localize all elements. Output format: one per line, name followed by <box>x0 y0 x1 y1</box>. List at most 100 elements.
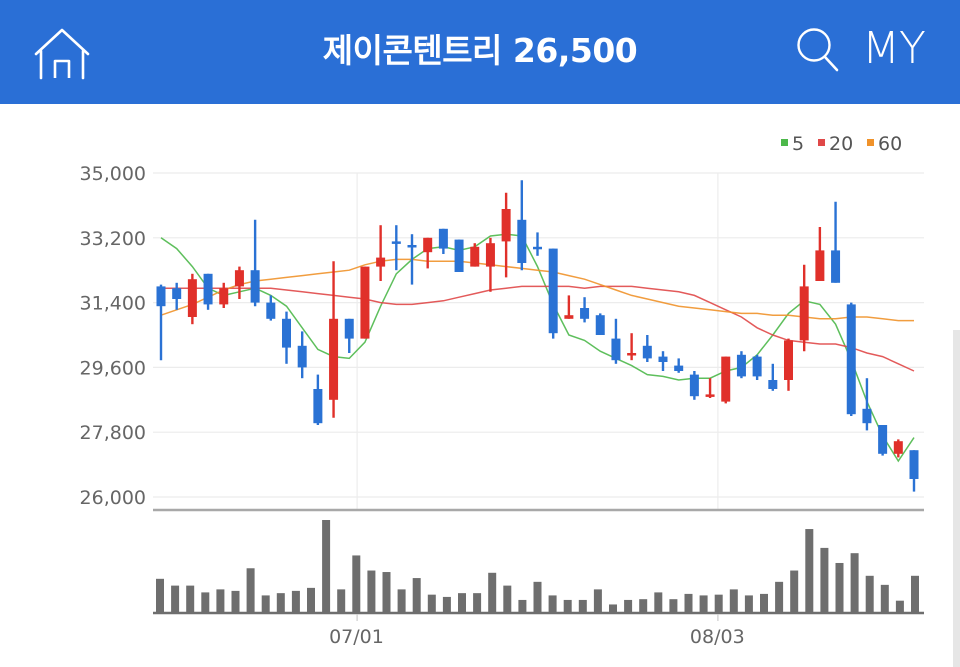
candle[interactable] <box>407 234 417 285</box>
volume-bar <box>563 599 572 612</box>
search-button[interactable] <box>794 26 842 74</box>
candle[interactable] <box>893 439 903 458</box>
candle[interactable] <box>736 351 746 379</box>
x-tick-label: 08/03 <box>690 626 745 648</box>
candle[interactable] <box>752 354 762 380</box>
volume-bar <box>518 599 527 612</box>
chart-legend: 5 20 60 <box>781 133 902 155</box>
candle[interactable] <box>329 261 339 418</box>
candle[interactable] <box>376 225 386 281</box>
legend-item-ma5[interactable]: 5 <box>781 133 804 155</box>
volume-bar <box>322 520 331 612</box>
volume-bar <box>442 596 451 612</box>
candle[interactable] <box>595 313 605 335</box>
candle[interactable] <box>187 273 197 325</box>
candle[interactable] <box>705 378 715 398</box>
x-tick-label: 07/01 <box>329 626 384 648</box>
candle[interactable] <box>266 295 276 321</box>
candle[interactable] <box>282 311 291 364</box>
candle[interactable] <box>627 333 637 361</box>
candle[interactable] <box>689 371 699 400</box>
volume-bar <box>307 587 315 612</box>
y-tick-label: 29,600 <box>80 357 146 379</box>
volume-bar <box>911 575 919 612</box>
candle[interactable] <box>470 243 480 267</box>
scrollbar[interactable] <box>953 330 960 667</box>
candle[interactable] <box>533 232 542 256</box>
candle[interactable] <box>721 356 731 404</box>
candle[interactable] <box>580 297 590 323</box>
legend-swatch <box>867 139 874 146</box>
volume-bar <box>412 578 421 612</box>
volume-bar <box>156 578 164 612</box>
candle[interactable] <box>234 266 244 299</box>
volume-bar <box>865 575 874 612</box>
volume-bar <box>684 593 693 612</box>
candle[interactable] <box>391 225 401 271</box>
volume-bar <box>775 581 784 612</box>
candle[interactable] <box>297 331 307 379</box>
candle[interactable] <box>485 237 495 292</box>
ma-line-60 <box>160 258 914 322</box>
candle[interactable] <box>454 239 464 272</box>
candle[interactable] <box>815 227 825 281</box>
candle[interactable] <box>768 363 778 391</box>
volume-bar <box>231 590 240 612</box>
volume-bar <box>880 584 889 612</box>
candle[interactable] <box>501 192 511 278</box>
candle[interactable] <box>642 335 652 362</box>
candle[interactable] <box>611 318 621 364</box>
candlestick-chart[interactable]: 5 20 60 35,000 33,200 31,400 29,600 27,800 26,00… <box>0 104 960 667</box>
y-tick-label: 33,200 <box>80 228 146 250</box>
legend-swatch <box>818 139 825 146</box>
candle[interactable] <box>862 378 872 431</box>
my-button[interactable]: MY <box>862 23 926 74</box>
candle[interactable] <box>313 374 323 425</box>
volume-bar <box>291 590 300 612</box>
volume-bar <box>397 589 406 612</box>
candle[interactable] <box>564 295 574 319</box>
volume-bar <box>488 572 497 612</box>
volume-bar <box>609 604 617 612</box>
legend-swatch <box>781 139 788 146</box>
candle[interactable] <box>423 237 433 269</box>
stock-chart[interactable]: 5 20 60 35,000 33,200 31,400 29,600 27,800 26,00… <box>0 104 960 667</box>
candle[interactable] <box>360 266 370 339</box>
candle[interactable] <box>548 248 558 339</box>
volume-bar <box>805 529 814 612</box>
y-tick-label: 35,000 <box>80 163 146 185</box>
candle[interactable] <box>250 219 260 307</box>
volume-bar <box>171 585 180 612</box>
candle[interactable] <box>344 318 354 353</box>
legend-item-ma60[interactable]: 60 <box>867 133 902 155</box>
candle[interactable] <box>658 351 668 371</box>
candle[interactable] <box>674 358 684 373</box>
candle[interactable] <box>846 302 856 416</box>
candle[interactable] <box>203 273 213 310</box>
candle[interactable] <box>219 282 229 308</box>
candle[interactable] <box>878 425 888 456</box>
candle[interactable] <box>172 282 182 310</box>
legend-label: 60 <box>878 133 902 155</box>
volume-bar <box>276 593 285 612</box>
legend-item-ma20[interactable]: 20 <box>818 133 853 155</box>
y-tick-label: 31,400 <box>80 293 146 315</box>
x-axis: 07/01 08/03 <box>329 614 745 648</box>
volume-bar <box>895 600 904 612</box>
candle[interactable] <box>784 338 793 391</box>
volume-bar <box>473 593 482 612</box>
candle[interactable] <box>831 201 841 283</box>
volume-bar <box>352 555 361 612</box>
legend-label: 5 <box>792 133 804 155</box>
volume-bar <box>669 599 678 612</box>
candle[interactable] <box>438 228 448 254</box>
home-button[interactable] <box>32 28 92 82</box>
candle[interactable] <box>156 284 166 361</box>
volume-bar <box>820 547 829 612</box>
volume-bar <box>261 595 270 612</box>
search-icon <box>797 28 839 72</box>
candle[interactable] <box>799 264 809 352</box>
volume-bar <box>850 553 859 612</box>
candle[interactable] <box>517 180 527 271</box>
candle[interactable] <box>909 450 919 492</box>
